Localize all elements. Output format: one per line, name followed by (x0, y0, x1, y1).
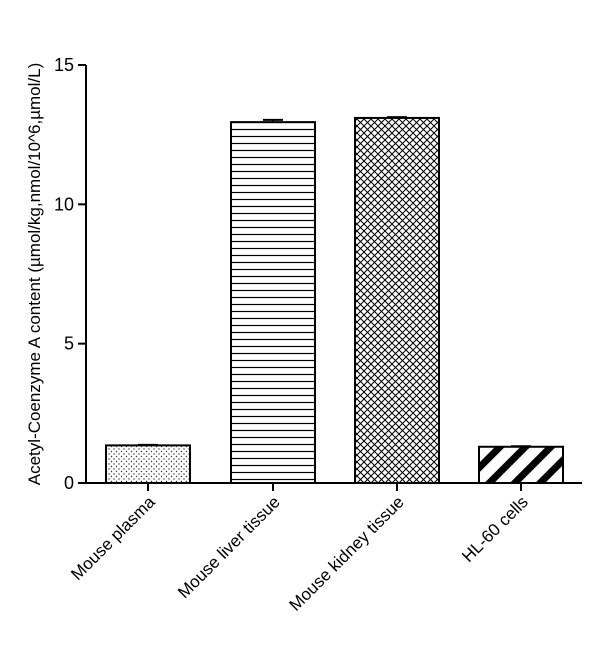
x-category-label: Mouse kidney tissue (285, 492, 407, 614)
bars (105, 116, 564, 485)
bar-mouse-kidney-tissue (354, 116, 440, 485)
y-tick-label: 0 (64, 473, 74, 493)
y-tick-label: 10 (54, 194, 74, 214)
y-tick-label: 15 (54, 55, 74, 75)
x-category-label: Mouse liver tissue (174, 492, 284, 602)
y-axis: 0 5 10 15 (54, 55, 87, 493)
category-labels: Mouse plasma Mouse liver tissue Mouse kidn… (67, 483, 532, 615)
error-bars (138, 116, 531, 448)
bar-hl-60-cells (478, 445, 564, 485)
y-ticks: 0 5 10 15 (54, 55, 86, 493)
bar-mouse-plasma (105, 444, 191, 485)
bar-mouse-liver-tissue (230, 121, 316, 484)
x-category-label: Mouse plasma (67, 492, 159, 584)
y-tick-label: 5 (64, 334, 74, 354)
y-axis-label: Acetyl-Coenzyme A content (µmol/kg,nmol/… (25, 63, 44, 486)
x-category-label: HL-60 cells (458, 492, 532, 566)
